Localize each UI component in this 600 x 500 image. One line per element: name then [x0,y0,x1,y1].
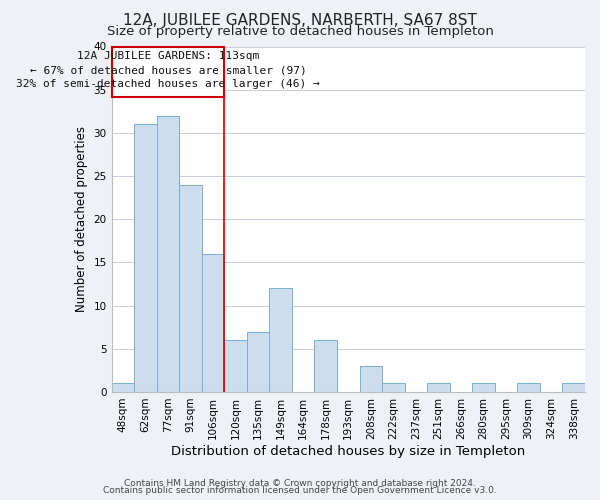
Text: 32% of semi-detached houses are larger (46) →: 32% of semi-detached houses are larger (… [16,80,320,90]
Bar [134,124,157,392]
Bar [202,254,224,392]
Bar [112,384,134,392]
Bar [247,332,269,392]
Bar [427,384,450,392]
Bar [112,46,224,96]
Bar [562,384,585,392]
Bar [517,384,540,392]
Bar [359,366,382,392]
Bar [224,340,247,392]
Y-axis label: Number of detached properties: Number of detached properties [75,126,88,312]
Text: Contains public sector information licensed under the Open Government Licence v3: Contains public sector information licen… [103,486,497,495]
Bar [314,340,337,392]
Text: Contains HM Land Registry data © Crown copyright and database right 2024.: Contains HM Land Registry data © Crown c… [124,478,476,488]
Bar [179,184,202,392]
Text: ← 67% of detached houses are smaller (97): ← 67% of detached houses are smaller (97… [29,65,306,75]
Text: Size of property relative to detached houses in Templeton: Size of property relative to detached ho… [107,25,493,38]
Bar [157,116,179,392]
Text: 12A JUBILEE GARDENS: 113sqm: 12A JUBILEE GARDENS: 113sqm [77,51,259,61]
Bar [382,384,404,392]
Bar [472,384,495,392]
Bar [269,288,292,392]
Text: 12A, JUBILEE GARDENS, NARBERTH, SA67 8ST: 12A, JUBILEE GARDENS, NARBERTH, SA67 8ST [123,12,477,28]
X-axis label: Distribution of detached houses by size in Templeton: Distribution of detached houses by size … [171,444,526,458]
